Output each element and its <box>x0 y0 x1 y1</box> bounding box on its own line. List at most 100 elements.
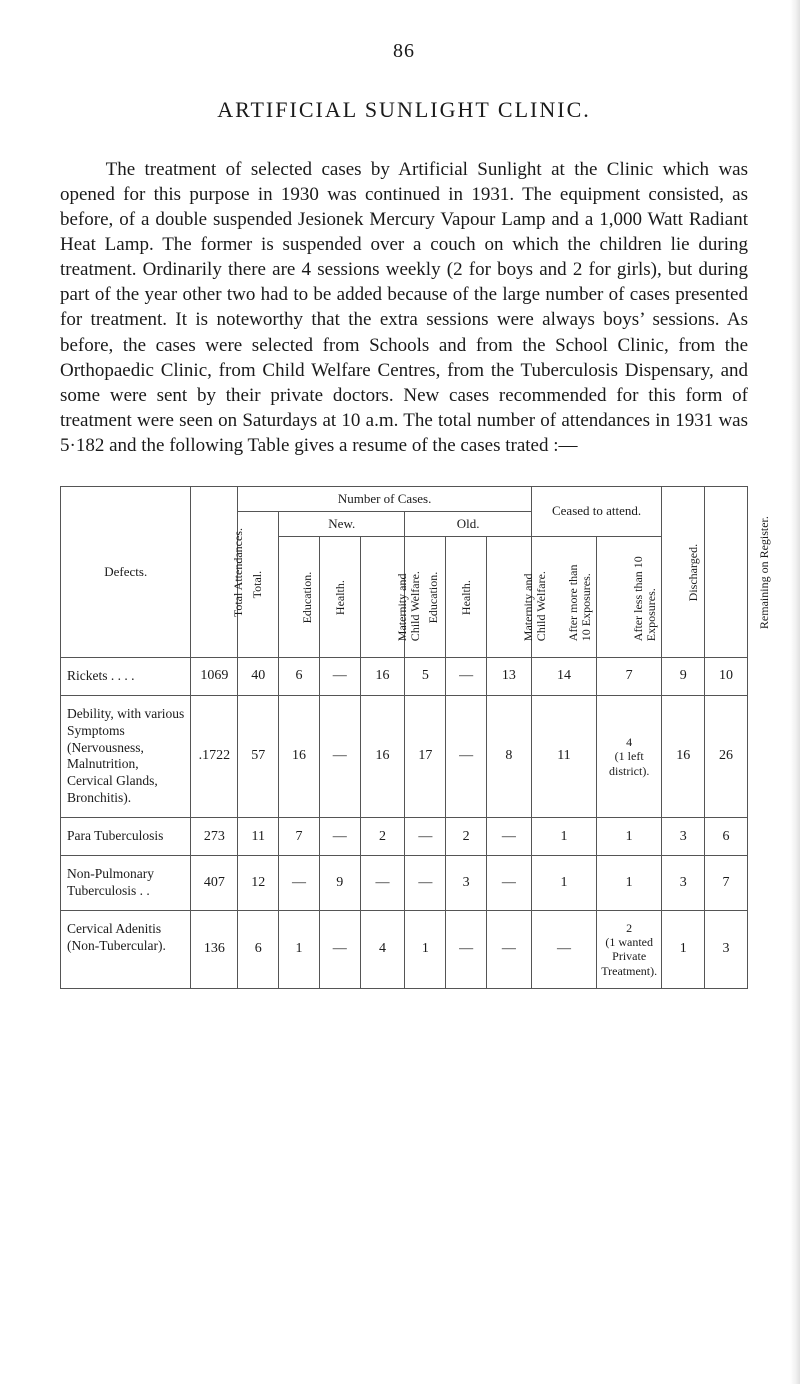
th-old-education-label: Education. <box>428 572 441 624</box>
table-cell: Cervical Adenitis (Non-Tubercular). <box>61 910 191 989</box>
table-cell: 14 <box>531 657 596 695</box>
th-after-less-label: After less than 10 Exposures. <box>632 552 658 642</box>
table-cell: — <box>319 695 360 817</box>
th-remaining: Remaining on Register. <box>705 486 748 657</box>
table-cell: — <box>360 855 405 910</box>
table-cell: 2 <box>446 818 487 856</box>
table-cell: 7 <box>705 855 748 910</box>
table-cell: 1 <box>279 910 320 989</box>
table-cell: — <box>487 818 532 856</box>
table-cell: — <box>446 910 487 989</box>
th-new-maternity-label: Maternity and Child Welfare. <box>395 552 421 642</box>
table-cell: 11 <box>238 818 279 856</box>
th-old-health-label: Health. <box>460 580 473 615</box>
th-new-health: Health. <box>319 536 360 657</box>
table-cell: 26 <box>705 695 748 817</box>
th-old-maternity: Maternity and Child Welfare. <box>487 536 532 657</box>
table-cell: Non-Pulmonary Tuberculosis . . <box>61 855 191 910</box>
table-cell: 9 <box>319 855 360 910</box>
page-root: 86 ARTIFICIAL SUNLIGHT CLINIC. The treat… <box>0 0 800 1384</box>
table-cell: 9 <box>662 657 705 695</box>
table-cell: .1722 <box>191 695 238 817</box>
table-cell: 17 <box>405 695 446 817</box>
table-cell: 4 <box>360 910 405 989</box>
table-cell: — <box>319 657 360 695</box>
table-cell: 8 <box>487 695 532 817</box>
th-discharged-label: Discharged. <box>687 544 700 601</box>
th-total-attendances-label: Total Attendances. <box>232 528 245 617</box>
table-row: Para Tuberculosis273117—2—2—1136 <box>61 818 748 856</box>
table-cell: 7 <box>279 818 320 856</box>
table-cell: 5 <box>405 657 446 695</box>
table-cell: 6 <box>705 818 748 856</box>
table-cell: 1 <box>597 818 662 856</box>
table-row: Non-Pulmonary Tuberculosis . .40712—9——3… <box>61 855 748 910</box>
scan-edge-shadow <box>790 0 800 1384</box>
table-cell: 1 <box>662 910 705 989</box>
th-new: New. <box>279 511 405 536</box>
table-cell: — <box>446 695 487 817</box>
body-paragraph: The treatment of selected cases by Artif… <box>60 157 748 458</box>
table-cell: 1069 <box>191 657 238 695</box>
table-cell: 40 <box>238 657 279 695</box>
table-body: Rickets . . . .1069406—165—13147910Debil… <box>61 657 748 988</box>
table-cell: — <box>487 910 532 989</box>
table-cell: Rickets . . . . <box>61 657 191 695</box>
table-cell: 3 <box>662 818 705 856</box>
table-cell: 407 <box>191 855 238 910</box>
table-cell: — <box>405 818 446 856</box>
th-discharged: Discharged. <box>662 486 705 657</box>
th-old: Old. <box>405 511 531 536</box>
table-cell: 10 <box>705 657 748 695</box>
table-cell: 3 <box>705 910 748 989</box>
th-new-health-label: Health. <box>334 580 347 615</box>
table-cell: Para Tuberculosis <box>61 818 191 856</box>
table-cell: 16 <box>662 695 705 817</box>
table-cell: 12 <box>238 855 279 910</box>
table-cell: 1 <box>531 855 596 910</box>
table-cell: 1 <box>405 910 446 989</box>
table-cell: 13 <box>487 657 532 695</box>
table-cell: 7 <box>597 657 662 695</box>
table-cell: 11 <box>531 695 596 817</box>
table-cell: 3 <box>446 855 487 910</box>
table-row: Debility, with various Symptoms (Nervous… <box>61 695 748 817</box>
th-after-more-label: After more than 10 Exposures. <box>567 552 593 642</box>
table-cell: — <box>279 855 320 910</box>
th-new-education-label: Education. <box>301 572 314 624</box>
table-cell: Debility, with various Symptoms (Nervous… <box>61 695 191 817</box>
table-cell: 4(1 left district). <box>597 695 662 817</box>
table-cell: 57 <box>238 695 279 817</box>
table-cell: 16 <box>360 695 405 817</box>
table-cell: 3 <box>662 855 705 910</box>
th-old-maternity-label: Maternity and Child Welfare. <box>522 552 548 642</box>
table-cell: — <box>531 910 596 989</box>
th-old-health: Health. <box>446 536 487 657</box>
th-new-education: Education. <box>279 536 320 657</box>
th-new-maternity: Maternity and Child Welfare. <box>360 536 405 657</box>
table-cell: — <box>405 855 446 910</box>
clinic-table: Defects. Total Attendances. Number of Ca… <box>60 486 748 989</box>
th-after-less: After less than 10 Exposures. <box>597 536 662 657</box>
th-total-attendances: Total Attendances. <box>191 486 238 657</box>
th-number-of-cases: Number of Cases. <box>238 486 532 511</box>
table-cell: 16 <box>360 657 405 695</box>
table-cell: 6 <box>238 910 279 989</box>
th-ceased: Ceased to attend. <box>531 486 661 536</box>
page-number: 86 <box>60 40 748 63</box>
table-cell: 136 <box>191 910 238 989</box>
th-total-label: Total. <box>252 571 265 599</box>
table-row: Rickets . . . .1069406—165—13147910 <box>61 657 748 695</box>
table-cell: 2(1 wanted Private Treat­ment). <box>597 910 662 989</box>
th-remaining-label: Remaining on Register. <box>758 516 771 629</box>
table-cell: — <box>487 855 532 910</box>
table-row: Cervical Adenitis (Non-Tubercular).13661… <box>61 910 748 989</box>
table-cell: 1 <box>597 855 662 910</box>
table-cell: — <box>319 818 360 856</box>
table-cell: 16 <box>279 695 320 817</box>
table-cell: — <box>446 657 487 695</box>
th-defects: Defects. <box>61 486 191 657</box>
page-title: ARTIFICIAL SUNLIGHT CLINIC. <box>60 97 748 123</box>
table-head: Defects. Total Attendances. Number of Ca… <box>61 486 748 657</box>
table-cell: — <box>319 910 360 989</box>
